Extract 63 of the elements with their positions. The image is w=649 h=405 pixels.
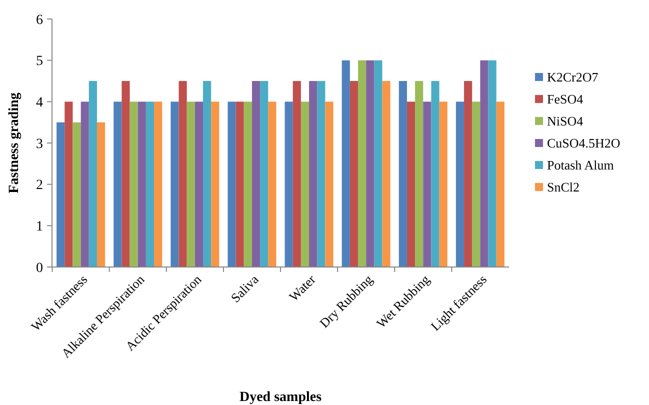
bar	[186, 102, 195, 267]
y-tick-label: 6	[36, 12, 43, 28]
bar	[423, 102, 432, 267]
bar	[88, 81, 97, 267]
bar	[178, 81, 187, 267]
y-tick-label: 2	[36, 178, 43, 194]
bar	[406, 102, 416, 267]
bar	[236, 102, 244, 267]
bar	[56, 122, 65, 267]
bar	[300, 102, 310, 267]
bar	[366, 60, 374, 267]
bar	[252, 81, 260, 267]
y-tick-label: 0	[36, 260, 43, 276]
bar	[122, 81, 130, 267]
y-axis-title: Fastness grading	[7, 92, 22, 194]
bar	[439, 102, 448, 267]
bar	[284, 102, 293, 267]
bar	[72, 122, 81, 267]
bar	[382, 81, 390, 267]
legend-label: CuSO4.5H2O	[547, 136, 620, 151]
bar	[268, 102, 276, 267]
bar	[244, 102, 252, 267]
bar	[496, 102, 504, 267]
bar	[374, 60, 382, 267]
bar	[203, 81, 212, 267]
y-tick-label: 1	[36, 220, 43, 235]
y-tick-label: 5	[36, 54, 43, 70]
bar	[130, 102, 138, 267]
bar	[138, 102, 146, 267]
bar	[154, 102, 162, 267]
bar	[342, 60, 350, 267]
legend-label: NiSO4	[547, 114, 584, 129]
bar	[488, 60, 496, 267]
x-axis-title: Dyed samples	[239, 390, 322, 405]
bar	[358, 60, 366, 267]
y-tick-label: 3	[36, 136, 43, 152]
legend-label: SnCl2	[547, 180, 580, 195]
bar	[292, 81, 301, 267]
bar	[170, 102, 179, 267]
bar	[472, 102, 480, 267]
legend-label: K2Cr2O7	[547, 70, 599, 85]
bar	[431, 81, 440, 267]
bar	[398, 81, 407, 267]
bar	[194, 102, 203, 267]
bar	[64, 102, 73, 267]
bar	[456, 102, 464, 267]
bar	[96, 122, 106, 267]
y-tick-label: 4	[36, 96, 43, 111]
bar	[309, 81, 318, 267]
bar	[228, 102, 236, 267]
legend-label: FeSO4	[547, 92, 584, 107]
bar	[114, 102, 122, 267]
bar	[80, 102, 89, 267]
bar	[211, 102, 220, 267]
bar	[415, 81, 424, 267]
bar	[146, 102, 154, 267]
bar	[464, 81, 472, 267]
bar	[480, 60, 488, 267]
legend-label: Potash Alum	[547, 158, 614, 173]
bar	[350, 81, 358, 267]
bar	[317, 81, 326, 267]
bar	[325, 102, 334, 267]
bar	[260, 81, 268, 267]
